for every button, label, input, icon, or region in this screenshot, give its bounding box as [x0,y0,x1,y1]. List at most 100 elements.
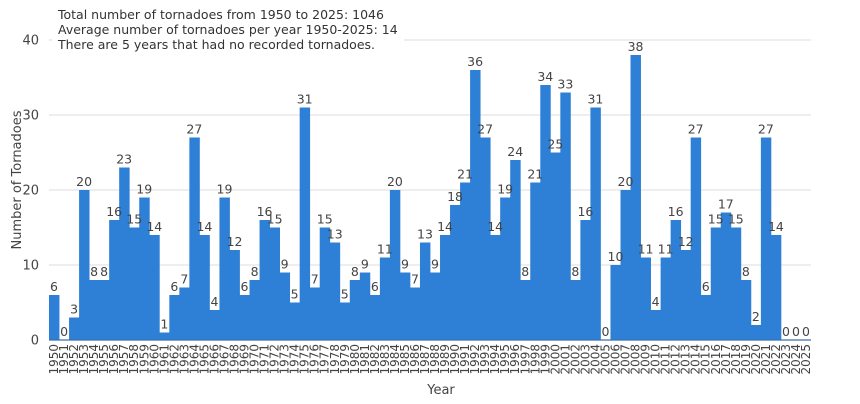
bar [680,250,692,340]
x-tick-label: 2025 [799,344,813,375]
x-tick-label: 1954 [87,344,101,375]
x-tick-label: 1964 [187,344,201,375]
data-label: 27 [688,122,704,137]
bar [329,242,341,340]
bar [470,70,481,340]
data-label: 34 [537,69,553,84]
bar [119,167,130,340]
x-tick-label: 1960 [147,344,161,375]
data-label: 27 [477,122,493,137]
data-label: 19 [136,182,152,197]
data-label: 16 [106,204,122,219]
bar [710,227,722,340]
x-tick-label: 2017 [719,344,733,375]
bar [209,310,220,340]
annotation-total: Total number of tornadoes from 1950 to 2… [58,7,384,22]
x-tick-label: 1971 [258,344,272,375]
bar [139,197,150,340]
data-label: 10 [608,249,624,264]
data-label: 14 [768,219,784,234]
x-tick-label: 1993 [478,344,492,375]
data-label: 15 [126,212,142,227]
data-label: 15 [708,212,724,227]
bar [69,317,80,340]
x-tick-label: 1972 [268,344,282,375]
data-label: 4 [652,294,660,309]
x-tick-label: 1958 [127,344,141,375]
bar [550,152,561,340]
x-tick-label: 2002 [568,344,582,375]
data-label: 19 [497,182,513,197]
data-label: 12 [678,234,694,249]
bar [399,272,411,340]
y-tick-label: 0 [31,334,39,349]
bar [149,235,160,340]
bar [480,137,491,340]
x-tick-label: 1970 [248,344,262,375]
x-tick-label: 2022 [769,344,783,375]
summary-annotation: Total number of tornadoes from 1950 to 2… [52,6,404,55]
x-tick-label: 1956 [107,344,121,375]
bar [239,295,250,340]
bar [339,302,351,340]
data-label: 8 [90,264,98,279]
bar [369,295,381,340]
x-tick-label: 2018 [729,344,743,375]
bar [460,182,471,340]
data-label: 17 [718,197,734,212]
x-tick-label: 2012 [669,344,683,375]
x-tick-label: 1967 [217,344,231,375]
x-tick-label: 1955 [97,344,111,375]
data-label: 8 [351,264,359,279]
x-tick-label: 2011 [659,344,673,375]
data-label: 31 [587,92,603,107]
bar [770,235,782,340]
data-label: 15 [267,212,283,227]
data-label: 16 [257,204,273,219]
x-tick-label: 2016 [709,344,723,375]
bar [169,295,180,340]
data-label: 14 [487,219,503,234]
bar [279,272,291,340]
x-tick-label: 1974 [288,344,302,375]
x-tick-label: 1988 [428,344,442,375]
data-label: 4 [210,294,218,309]
data-label: 27 [186,122,202,137]
x-axis-title: Year [426,383,455,398]
x-tick-label: 2004 [588,344,602,375]
bar [259,220,270,340]
data-label: 5 [291,287,299,302]
y-tick-label: 40 [22,34,39,49]
data-label: 23 [116,152,132,167]
data-label: 16 [577,204,593,219]
data-label: 15 [728,212,744,227]
data-label: 20 [387,174,403,189]
bar [590,107,601,340]
data-label: 11 [377,242,393,257]
bar [530,182,541,340]
data-label: 0 [792,324,800,339]
bar [500,197,511,340]
data-label: 36 [467,54,483,69]
x-tick-label: 1973 [278,344,292,375]
bar [189,137,200,340]
x-tick-label: 1969 [238,344,252,375]
bar [610,265,621,340]
x-tick-label: 1965 [197,344,211,375]
x-tick-label: 2008 [629,344,643,375]
data-label: 19 [217,182,233,197]
y-tick-label: 20 [22,184,39,199]
x-tick-label: 1966 [207,344,221,375]
x-tick-label: 2021 [759,344,773,375]
data-label: 8 [571,264,579,279]
bar [660,257,672,340]
data-label: 6 [50,279,58,294]
x-tick-label: 2014 [689,344,703,375]
data-label: 20 [618,174,634,189]
data-label: 9 [281,257,289,272]
annotation-zero-years: There are 5 years that had no recorded t… [58,37,375,52]
y-tick-label: 30 [22,109,39,124]
x-tick-label: 1986 [408,344,422,375]
bar [359,272,371,340]
